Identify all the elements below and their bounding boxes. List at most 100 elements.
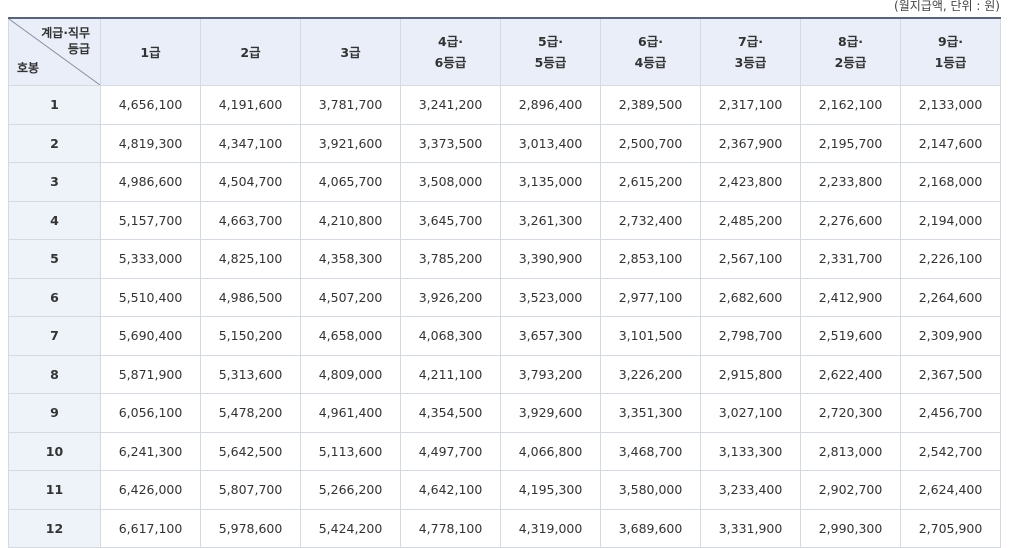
column-header-line: 6등급 xyxy=(434,55,467,70)
salary-cell: 3,233,400 xyxy=(700,470,801,510)
salary-cell: 5,642,500 xyxy=(200,431,301,471)
column-header: 8급· 2등급 xyxy=(800,17,901,86)
salary-cell: 3,390,900 xyxy=(500,239,601,279)
salary-cell: 2,798,700 xyxy=(700,316,801,356)
salary-cell: 4,507,200 xyxy=(300,277,401,317)
column-header: 6급· 4등급 xyxy=(600,17,701,86)
corner-bottom: 호봉 xyxy=(17,61,40,75)
salary-cell: 5,478,200 xyxy=(200,393,301,433)
step-cell: 11 xyxy=(8,470,101,510)
salary-cell: 2,367,900 xyxy=(700,123,801,163)
column-header: 2급 xyxy=(200,17,301,86)
column-header: 4급· 6등급 xyxy=(400,17,501,86)
salary-cell: 5,333,000 xyxy=(100,239,201,279)
step-cell: 5 xyxy=(8,239,101,279)
salary-cell: 3,351,300 xyxy=(600,393,701,433)
salary-cell: 2,853,100 xyxy=(600,239,701,279)
salary-cell: 6,426,000 xyxy=(100,470,201,510)
table-row: 7 5,690,400 5,150,200 4,658,000 4,068,300 3,6… xyxy=(8,316,1001,356)
salary-cell: 6,241,300 xyxy=(100,431,201,471)
salary-cell: 2,485,200 xyxy=(700,200,801,240)
salary-cell: 2,412,900 xyxy=(800,277,901,317)
salary-cell: 3,793,200 xyxy=(500,354,601,394)
column-header-line: 3급 xyxy=(340,44,361,60)
salary-cell: 2,813,000 xyxy=(800,431,901,471)
salary-cell: 4,961,400 xyxy=(300,393,401,433)
column-header-line: 9급· xyxy=(938,34,963,49)
salary-cell: 3,331,900 xyxy=(700,508,801,548)
table-row: 9 6,056,100 5,478,200 4,961,400 4,354,500 3,9… xyxy=(8,393,1001,433)
salary-cell: 4,642,100 xyxy=(400,470,501,510)
table-row: 3 4,986,600 4,504,700 4,065,700 3,508,000 3,1… xyxy=(8,162,1001,202)
corner-top-line: 계급·직무 xyxy=(41,26,90,40)
step-cell: 3 xyxy=(8,162,101,202)
salary-cell: 3,261,300 xyxy=(500,200,601,240)
salary-cell: 3,135,000 xyxy=(500,162,601,202)
salary-cell: 3,027,100 xyxy=(700,393,801,433)
salary-cell: 4,658,000 xyxy=(300,316,401,356)
step-cell: 1 xyxy=(8,85,101,125)
salary-cell: 4,211,100 xyxy=(400,354,501,394)
salary-cell: 2,331,700 xyxy=(800,239,901,279)
step-cell: 2 xyxy=(8,123,101,163)
salary-cell: 2,915,800 xyxy=(700,354,801,394)
salary-cell: 4,497,700 xyxy=(400,431,501,471)
unit-note: (월지급액, 단위 : 원) xyxy=(894,0,1000,13)
salary-cell: 2,902,700 xyxy=(800,470,901,510)
column-header-line: 7급· xyxy=(738,34,763,49)
column-header-line: 1등급 xyxy=(934,55,967,70)
corner-cell: 계급·직무 등급 호봉 xyxy=(8,17,101,86)
column-header: 1급 xyxy=(100,17,201,86)
column-header-line: 5등급 xyxy=(534,55,567,70)
table-body: 1 4,656,100 4,191,600 3,781,700 3,241,200 2,8… xyxy=(8,85,1001,548)
salary-cell: 5,807,700 xyxy=(200,470,301,510)
salary-cell: 3,523,000 xyxy=(500,277,601,317)
salary-cell: 2,567,100 xyxy=(700,239,801,279)
salary-cell: 2,168,000 xyxy=(900,162,1001,202)
salary-cell: 3,580,000 xyxy=(600,470,701,510)
salary-cell: 4,778,100 xyxy=(400,508,501,548)
salary-cell: 2,309,900 xyxy=(900,316,1001,356)
salary-cell: 5,313,600 xyxy=(200,354,301,394)
salary-cell: 3,226,200 xyxy=(600,354,701,394)
salary-cell: 4,986,500 xyxy=(200,277,301,317)
table-header: 계급·직무 등급 호봉 1급 2급 3급 4급· 6등급 5급· 5등급 6급· 4등급 7급· 3… xyxy=(8,17,1001,86)
header-row: 계급·직무 등급 호봉 1급 2급 3급 4급· 6등급 5급· 5등급 6급· 4등급 7급· 3… xyxy=(8,17,1001,86)
salary-cell: 3,926,200 xyxy=(400,277,501,317)
salary-cell: 5,510,400 xyxy=(100,277,201,317)
salary-cell: 4,191,600 xyxy=(200,85,301,125)
column-header-line: 3등급 xyxy=(734,55,767,70)
salary-cell: 2,682,600 xyxy=(700,277,801,317)
salary-cell: 2,162,100 xyxy=(800,85,901,125)
salary-cell: 3,241,200 xyxy=(400,85,501,125)
salary-cell: 4,358,300 xyxy=(300,239,401,279)
salary-cell: 2,977,100 xyxy=(600,277,701,317)
salary-cell: 4,347,100 xyxy=(200,123,301,163)
table-row: 2 4,819,300 4,347,100 3,921,600 3,373,500 3,0… xyxy=(8,123,1001,163)
column-header-line: 2등급 xyxy=(834,55,867,70)
step-cell: 9 xyxy=(8,393,101,433)
salary-cell: 3,508,000 xyxy=(400,162,501,202)
salary-cell: 3,785,200 xyxy=(400,239,501,279)
column-header-line: 5급· xyxy=(538,34,563,49)
salary-cell: 2,990,300 xyxy=(800,508,901,548)
salary-cell: 2,732,400 xyxy=(600,200,701,240)
salary-table: 계급·직무 등급 호봉 1급 2급 3급 4급· 6등급 5급· 5등급 6급· 4등급 7급· 3… xyxy=(8,17,1001,548)
salary-cell: 3,101,500 xyxy=(600,316,701,356)
salary-cell: 4,663,700 xyxy=(200,200,301,240)
table-row: 12 6,617,100 5,978,600 5,424,200 4,778,100 4,… xyxy=(8,508,1001,548)
salary-cell: 2,389,500 xyxy=(600,85,701,125)
salary-cell: 4,066,800 xyxy=(500,431,601,471)
column-header-line: 2급 xyxy=(240,44,261,60)
column-header-line: 6급· xyxy=(638,34,663,49)
salary-cell: 3,657,300 xyxy=(500,316,601,356)
step-cell: 10 xyxy=(8,431,101,471)
corner-top: 계급·직무 등급 xyxy=(41,25,90,57)
step-cell: 6 xyxy=(8,277,101,317)
salary-cell: 5,150,200 xyxy=(200,316,301,356)
salary-cell: 3,781,700 xyxy=(300,85,401,125)
salary-cell: 4,825,100 xyxy=(200,239,301,279)
salary-cell: 5,157,700 xyxy=(100,200,201,240)
column-header-line: 4급· xyxy=(438,34,463,49)
salary-cell: 2,519,600 xyxy=(800,316,901,356)
